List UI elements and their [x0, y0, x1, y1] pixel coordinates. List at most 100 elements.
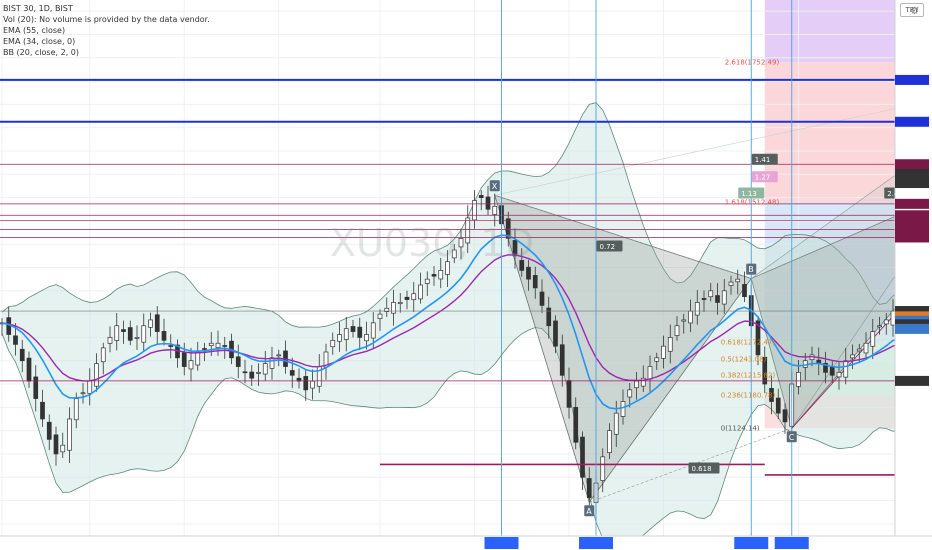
volume-legend[interactable]: Vol (20): No volume is provided by the d… — [3, 15, 210, 24]
candle-body — [485, 196, 491, 210]
candle-body — [870, 331, 876, 347]
candle-body — [850, 354, 855, 359]
bb-legend[interactable]: BB (20, close, 2, 0) — [3, 48, 79, 57]
candle-body — [546, 307, 552, 327]
ema34-legend[interactable]: EMA (34, close, 0) — [3, 37, 76, 46]
fib-label: 1.618(1512.48) — [725, 198, 780, 206]
candle-body — [526, 266, 531, 280]
candle-body — [53, 434, 59, 455]
candle-body — [532, 275, 538, 289]
candle-body — [728, 281, 734, 286]
candle-body — [580, 436, 585, 478]
candle-body — [600, 456, 606, 481]
candle-body — [235, 356, 241, 367]
price-tag — [895, 323, 929, 334]
candle-body — [559, 344, 565, 376]
candle-body — [890, 310, 896, 326]
fib-mid-label: 0.5(1243.08) — [721, 355, 767, 363]
price-tag — [895, 210, 929, 221]
price-tag — [895, 306, 929, 317]
candle-body — [796, 372, 801, 387]
ratio-box — [751, 171, 778, 183]
candle-body — [67, 418, 72, 451]
price-tag — [895, 375, 929, 386]
candle-body — [60, 444, 66, 453]
candle-body — [276, 354, 282, 357]
candle-body — [694, 302, 700, 316]
candle-body — [620, 401, 626, 417]
candle-body — [688, 310, 693, 324]
bollinger-bands — [1, 102, 932, 550]
candle-body — [127, 327, 133, 341]
symbol-title[interactable]: BIST 30, 1D, BIST — [3, 4, 73, 13]
candle-body — [215, 342, 221, 348]
date-marker-box — [484, 537, 519, 549]
ratio-label: 1.27 — [755, 174, 771, 182]
candle-body — [195, 351, 201, 366]
candle-body — [242, 371, 248, 374]
candle-body — [154, 314, 160, 332]
fib-mid-label: 0.382(1215.82) — [721, 371, 776, 379]
candle-body — [715, 295, 720, 303]
point-box — [746, 263, 757, 275]
candle-body — [654, 357, 660, 362]
candle-body — [640, 377, 646, 387]
candle-body — [377, 313, 383, 319]
candle-body — [505, 218, 511, 239]
candle-body — [87, 380, 93, 394]
bb-fill — [2, 102, 932, 550]
candle-body — [782, 409, 788, 423]
candle-body — [539, 291, 545, 306]
candle-body — [667, 337, 673, 352]
candle-body — [607, 430, 612, 453]
candle-body — [769, 388, 774, 402]
candle-body — [46, 421, 52, 440]
date-marker-box — [579, 537, 613, 549]
ema55-legend[interactable]: EMA (55, close) — [3, 26, 66, 35]
candle-body — [877, 325, 882, 328]
price-tag — [895, 74, 929, 85]
candle-body — [634, 380, 639, 389]
fib-mid-label: 0.618(1272.47) — [721, 338, 776, 346]
date-marker-box — [734, 537, 769, 549]
candle-body — [121, 329, 126, 332]
candle-body — [829, 366, 835, 376]
candle-body — [303, 376, 309, 391]
ratio-label: 0.618 — [692, 465, 712, 473]
candle-body — [181, 352, 187, 367]
ratio-label: 1.13 — [741, 190, 757, 198]
candle-body — [80, 392, 86, 395]
candle-body — [134, 337, 140, 339]
candle-body — [397, 302, 403, 305]
candle-body — [107, 337, 113, 344]
candle-body — [492, 205, 498, 215]
pattern-xd-ratio — [494, 100, 932, 196]
candle-body — [566, 380, 572, 408]
currency-button[interactable]: TRY — [900, 3, 924, 17]
price-tag — [895, 116, 929, 127]
axis-bg — [895, 0, 932, 550]
candle-body — [404, 296, 410, 300]
candle-body — [94, 363, 99, 387]
fib-mid-label: 0(1124.14) — [721, 425, 760, 433]
candle-body — [681, 319, 687, 322]
candle-body — [330, 339, 336, 348]
candle-body — [148, 319, 153, 328]
candle-body — [856, 348, 862, 352]
gear-icon[interactable]: ⚙ — [910, 6, 919, 17]
candle-body — [762, 356, 768, 385]
time-axis — [0, 535, 932, 550]
candle-body — [289, 370, 295, 376]
price-tag — [895, 198, 929, 209]
candle-body — [472, 200, 477, 221]
candle-body — [168, 345, 174, 347]
candle-body — [269, 357, 275, 369]
point-box — [786, 431, 797, 443]
candle-body — [249, 371, 255, 379]
candle-body — [337, 334, 342, 342]
candle-body — [465, 217, 471, 244]
candle-body — [33, 376, 39, 399]
candle-body — [863, 342, 869, 354]
candle-body — [438, 270, 444, 280]
